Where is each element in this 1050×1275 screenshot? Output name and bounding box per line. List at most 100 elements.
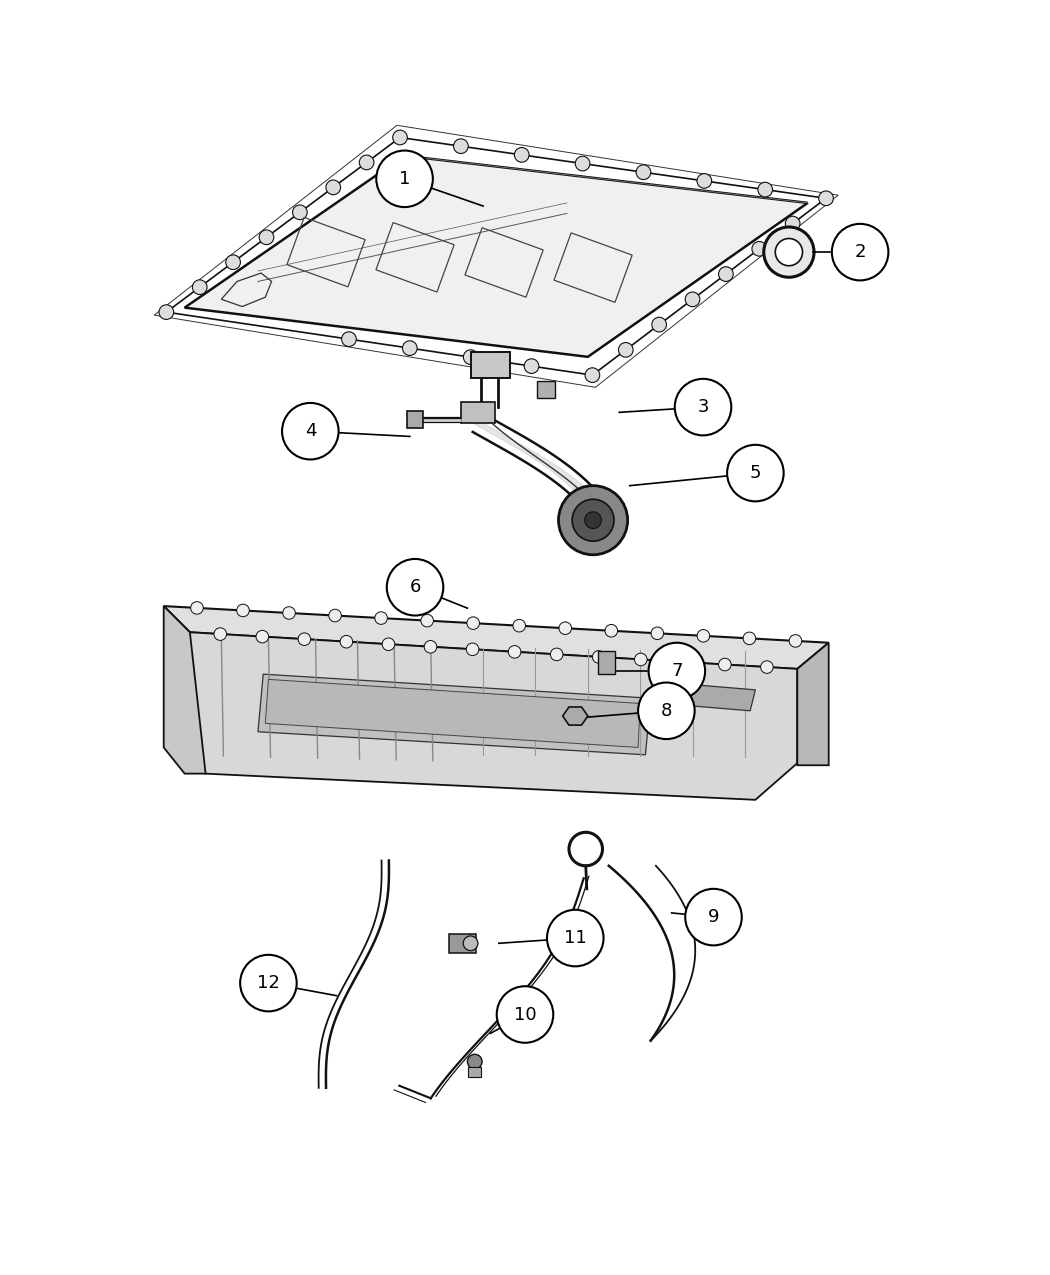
Text: 10: 10 [513,1006,537,1024]
Circle shape [386,558,443,616]
Circle shape [298,632,311,645]
FancyBboxPatch shape [406,412,423,428]
Circle shape [341,332,356,347]
Circle shape [758,182,773,196]
Text: 6: 6 [410,579,421,597]
Text: 9: 9 [708,908,719,926]
Circle shape [240,955,297,1011]
Circle shape [226,255,240,269]
Circle shape [293,205,308,219]
Polygon shape [185,632,797,799]
Circle shape [763,227,814,277]
Circle shape [393,130,407,145]
Circle shape [236,604,249,617]
Circle shape [638,682,695,739]
Circle shape [547,910,604,966]
Text: 12: 12 [257,974,280,992]
Circle shape [340,635,353,648]
Circle shape [686,292,700,307]
Circle shape [718,266,733,282]
Circle shape [508,645,521,658]
Circle shape [727,445,783,501]
Circle shape [652,317,667,332]
Circle shape [454,139,468,153]
Circle shape [282,607,295,620]
FancyBboxPatch shape [448,933,476,952]
Circle shape [785,217,800,231]
Circle shape [559,486,628,555]
Circle shape [819,191,834,205]
Circle shape [760,660,773,673]
Circle shape [572,500,614,541]
Polygon shape [185,156,807,357]
Circle shape [697,630,710,643]
Circle shape [524,358,539,374]
FancyBboxPatch shape [468,1067,481,1077]
Circle shape [649,643,706,699]
Circle shape [790,635,802,648]
Circle shape [424,640,437,653]
Text: 11: 11 [564,929,587,947]
Polygon shape [258,674,651,755]
Circle shape [421,615,434,627]
Circle shape [382,638,395,650]
Circle shape [376,150,433,207]
FancyBboxPatch shape [470,352,510,377]
Circle shape [463,349,478,365]
FancyBboxPatch shape [537,381,555,398]
Text: 8: 8 [660,701,672,720]
Circle shape [513,620,525,632]
Circle shape [214,627,227,640]
Circle shape [832,224,888,280]
Circle shape [463,936,478,951]
Circle shape [375,612,387,625]
Circle shape [191,602,204,615]
Polygon shape [563,706,588,725]
Circle shape [514,148,529,162]
Text: 7: 7 [671,662,682,680]
Circle shape [402,340,417,356]
Circle shape [676,655,689,668]
Circle shape [697,173,712,189]
Circle shape [585,511,602,529]
Circle shape [497,987,553,1043]
Text: 5: 5 [750,464,761,482]
Text: 4: 4 [304,422,316,440]
Circle shape [651,627,664,640]
Polygon shape [164,606,206,774]
Circle shape [752,241,766,256]
Circle shape [326,180,340,195]
Circle shape [592,650,605,663]
Text: 1: 1 [399,170,411,187]
Polygon shape [688,685,755,710]
Circle shape [467,617,480,630]
Polygon shape [266,680,640,747]
Circle shape [743,632,756,645]
Circle shape [559,622,571,635]
Circle shape [686,889,741,945]
Circle shape [718,658,731,671]
Polygon shape [797,643,828,765]
Circle shape [618,343,633,357]
Circle shape [636,164,651,180]
Polygon shape [164,606,828,669]
Circle shape [282,403,338,459]
FancyBboxPatch shape [461,402,495,423]
Circle shape [675,379,731,435]
Circle shape [256,630,269,643]
Circle shape [192,279,207,295]
Text: 3: 3 [697,398,709,416]
Circle shape [159,305,173,320]
Circle shape [550,648,563,660]
Circle shape [634,653,647,666]
Circle shape [575,157,590,171]
Circle shape [775,238,802,265]
Circle shape [466,643,479,655]
Circle shape [467,1054,482,1068]
FancyBboxPatch shape [598,652,615,674]
Circle shape [329,609,341,622]
Text: 2: 2 [855,244,866,261]
Circle shape [359,156,374,170]
Circle shape [585,367,600,382]
Circle shape [259,230,274,245]
